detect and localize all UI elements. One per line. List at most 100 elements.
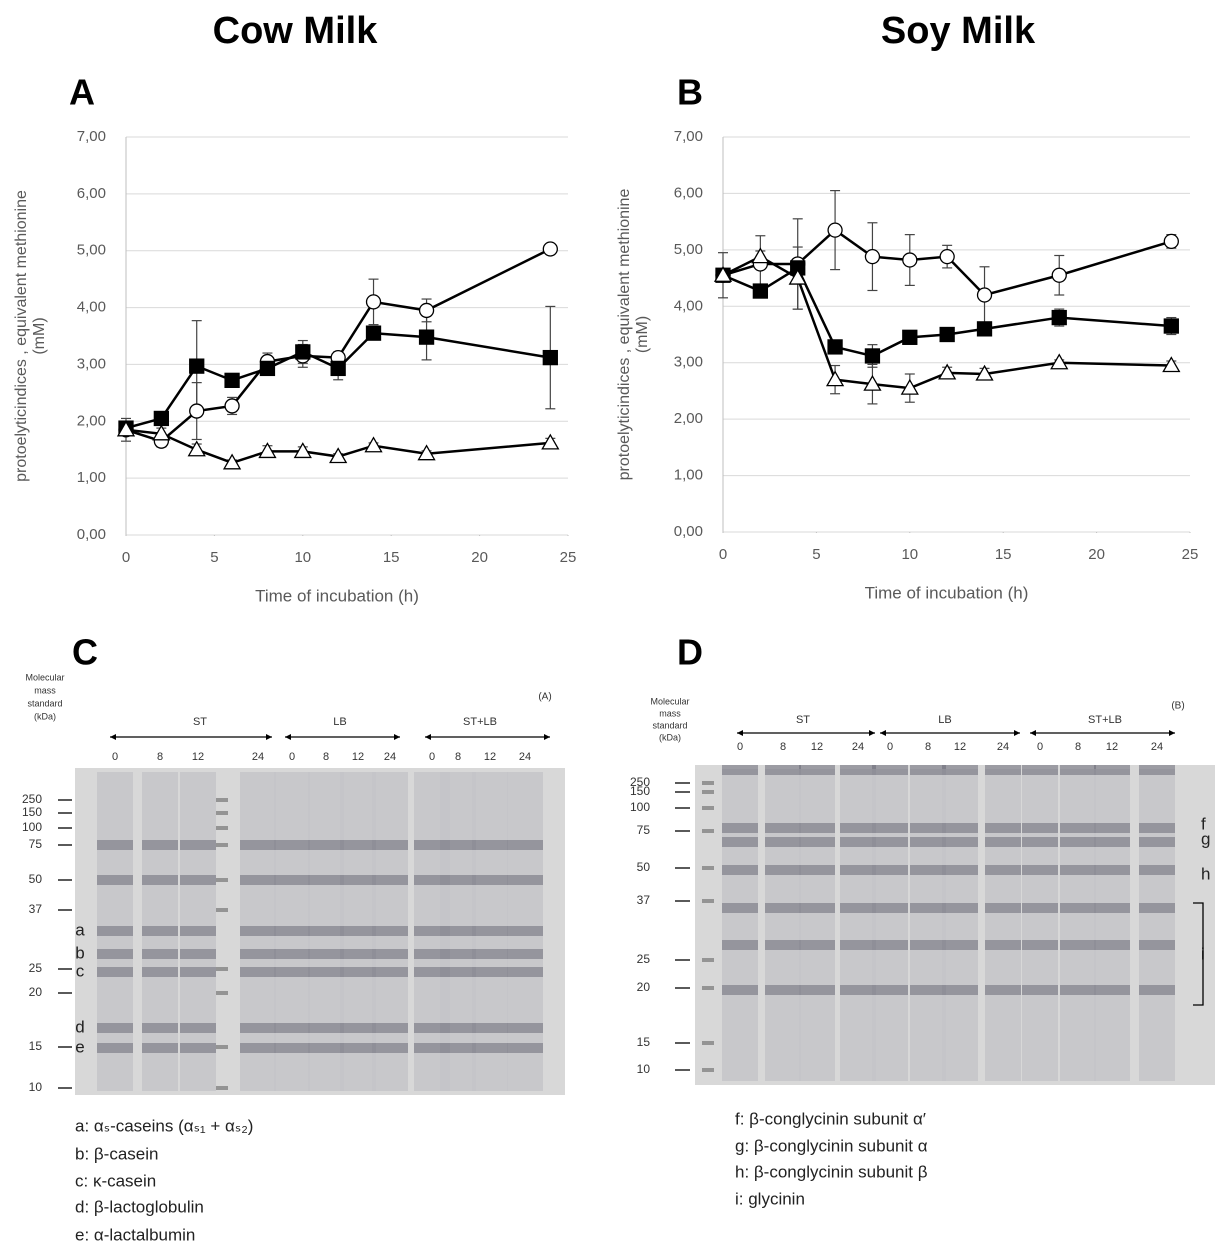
gel-band [985,903,1021,913]
point [225,399,239,413]
gel-band [274,967,310,977]
gel-band [440,926,476,936]
group-label: ST+LB [463,716,497,728]
point [366,438,382,452]
panel-letter: C [72,632,98,673]
mass-label: 150 [22,805,42,819]
y-tick-label: 6,00 [674,184,703,201]
gel-band [765,940,801,950]
mass-label: 15 [637,1035,651,1049]
gel-band [97,1023,133,1033]
band-letter: g [1201,829,1210,848]
gel-band [372,926,408,936]
gel-band [308,840,344,850]
y-tick-label: 7,00 [77,128,106,145]
point [543,351,557,365]
gel-band [1060,985,1096,995]
gel-lane [1094,769,1130,1081]
gel-band [840,940,876,950]
gel-band [872,765,908,775]
lane-label: 8 [323,751,329,763]
page: Cow MilkA0,001,002,003,004,005,006,007,0… [0,0,1223,1245]
y-tick-label: 6,00 [77,185,106,202]
band-letter: d [75,1017,84,1036]
ladder-band [702,1041,714,1045]
gel-band [274,926,310,936]
gel-band [274,875,310,885]
ladder-band [216,811,228,815]
gel-band [142,926,178,936]
gel-band [910,837,946,847]
gel-lane [985,769,1021,1081]
gel-band [274,1023,310,1033]
group-label: LB [938,714,951,726]
gel-band [910,940,946,950]
mass-label: 10 [637,1062,651,1076]
legend-item: i: glycinin [735,1189,805,1208]
gel-band [472,1023,508,1033]
ladder-band [702,781,714,785]
point [940,250,954,264]
gel-band [722,985,758,995]
x-tick-label: 5 [812,546,820,563]
x-tick-label: 0 [122,549,130,566]
mass-title: standard [27,698,62,708]
lane-label: 8 [925,741,931,753]
ladder-band [702,866,714,870]
gel-band [308,1043,344,1053]
point [903,253,917,267]
gel-band [240,1023,276,1033]
gel-band [942,837,978,847]
gel-band [507,926,543,936]
y-tick-label: 3,00 [77,355,106,372]
point [1164,319,1178,333]
gel-band [1060,765,1096,775]
ladder-band [702,790,714,794]
legend-item: g: β-conglycinin subunit α [735,1136,928,1155]
gel-tag: (A) [538,692,551,703]
gel-band [308,949,344,959]
lane-label: 24 [852,741,864,753]
gel-band [1139,903,1175,913]
legend-item: a: αₛ-caseins (αₛ₁ + αₛ₂) [75,1116,253,1135]
x-tick-label: 5 [210,549,218,566]
lane-label: 24 [384,751,396,763]
y-tick-label: 7,00 [674,128,703,145]
gel-band [240,967,276,977]
gel-band [472,949,508,959]
gel-band [872,823,908,833]
gel-band [840,823,876,833]
group-label: ST+LB [1088,714,1122,726]
x-tick-label: 20 [471,549,488,566]
x-axis-title: Time of incubation (h) [255,586,419,605]
gel-band [180,875,216,885]
x-tick-label: 10 [294,549,311,566]
gel-band [722,903,758,913]
point [978,322,992,336]
point [154,411,168,425]
gel-band [340,1023,376,1033]
mass-label: 75 [29,837,43,851]
gel-band [340,1043,376,1053]
gel-band [872,985,908,995]
mass-title: Molecular [650,696,689,706]
point [543,242,557,256]
point [903,330,917,344]
x-tick-label: 15 [995,546,1012,563]
gel-lane [1022,769,1058,1081]
ladder-band [702,958,714,962]
gel-band [1139,837,1175,847]
gel-band [910,985,946,995]
gel-band [985,765,1021,775]
ladder-band [702,899,714,903]
gel-band [97,875,133,885]
gel-band [985,837,1021,847]
y-tick-label: 4,00 [77,299,106,316]
gel-band [180,840,216,850]
y-tick-label: 0,00 [674,523,703,540]
x-tick-label: 0 [719,546,727,563]
gel-band [985,940,1021,950]
gel-band [372,967,408,977]
gel-band [1060,837,1096,847]
lane-label: 0 [289,751,295,763]
